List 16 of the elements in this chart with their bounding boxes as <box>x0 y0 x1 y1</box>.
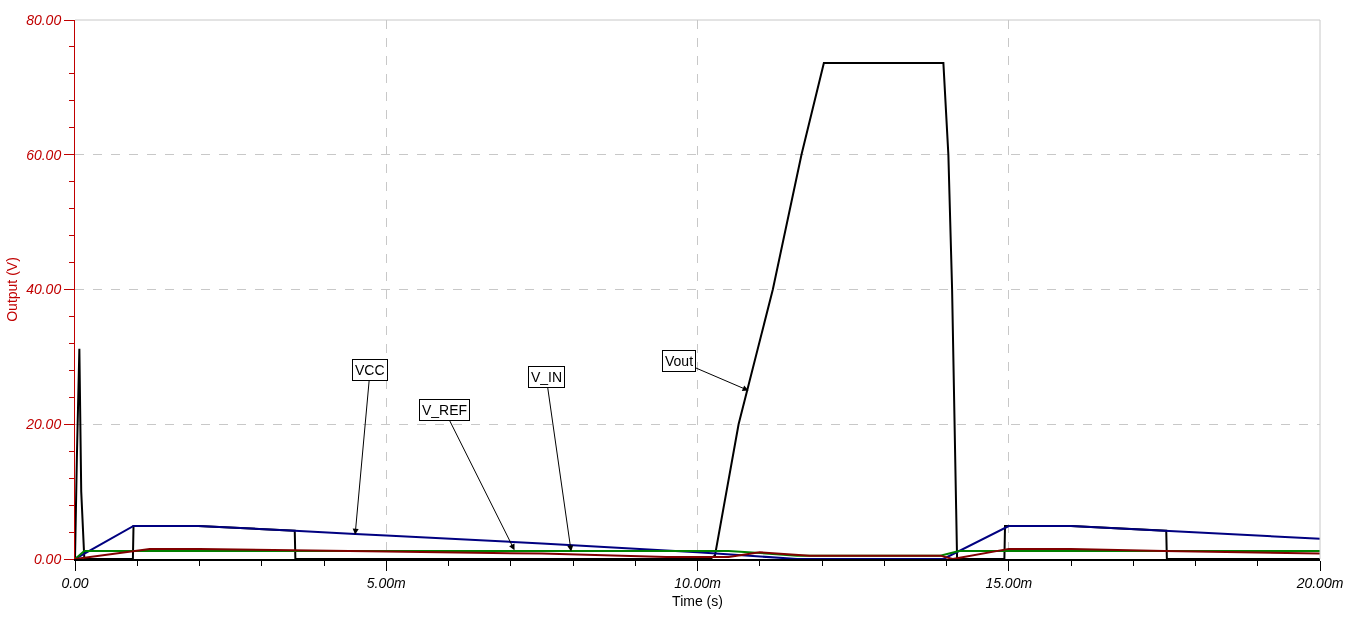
y-tick-label: 40.00 <box>26 281 62 298</box>
x-tick-label: 5.00m <box>366 574 407 591</box>
y-tick-label: 60.00 <box>26 146 62 163</box>
x-tick-label: 20.00m <box>1295 574 1344 591</box>
x-tick-label: 0.00 <box>61 574 89 591</box>
y-tick-label: 20.00 <box>25 416 62 433</box>
y-tick-label: 0.00 <box>33 550 62 567</box>
x-tick-label: 10.00m <box>674 574 722 591</box>
x-tick-label: 15.00m <box>985 574 1033 591</box>
annotation: V_IN <box>531 369 563 385</box>
annotation: Vout <box>665 353 694 369</box>
y-axis-title: Output (V) <box>3 257 20 322</box>
annotation: V_REF <box>422 402 468 418</box>
y-tick-label: 80.00 <box>26 11 62 28</box>
annotation: VCC <box>355 362 385 378</box>
x-axis-title: Time (s) <box>672 592 723 609</box>
